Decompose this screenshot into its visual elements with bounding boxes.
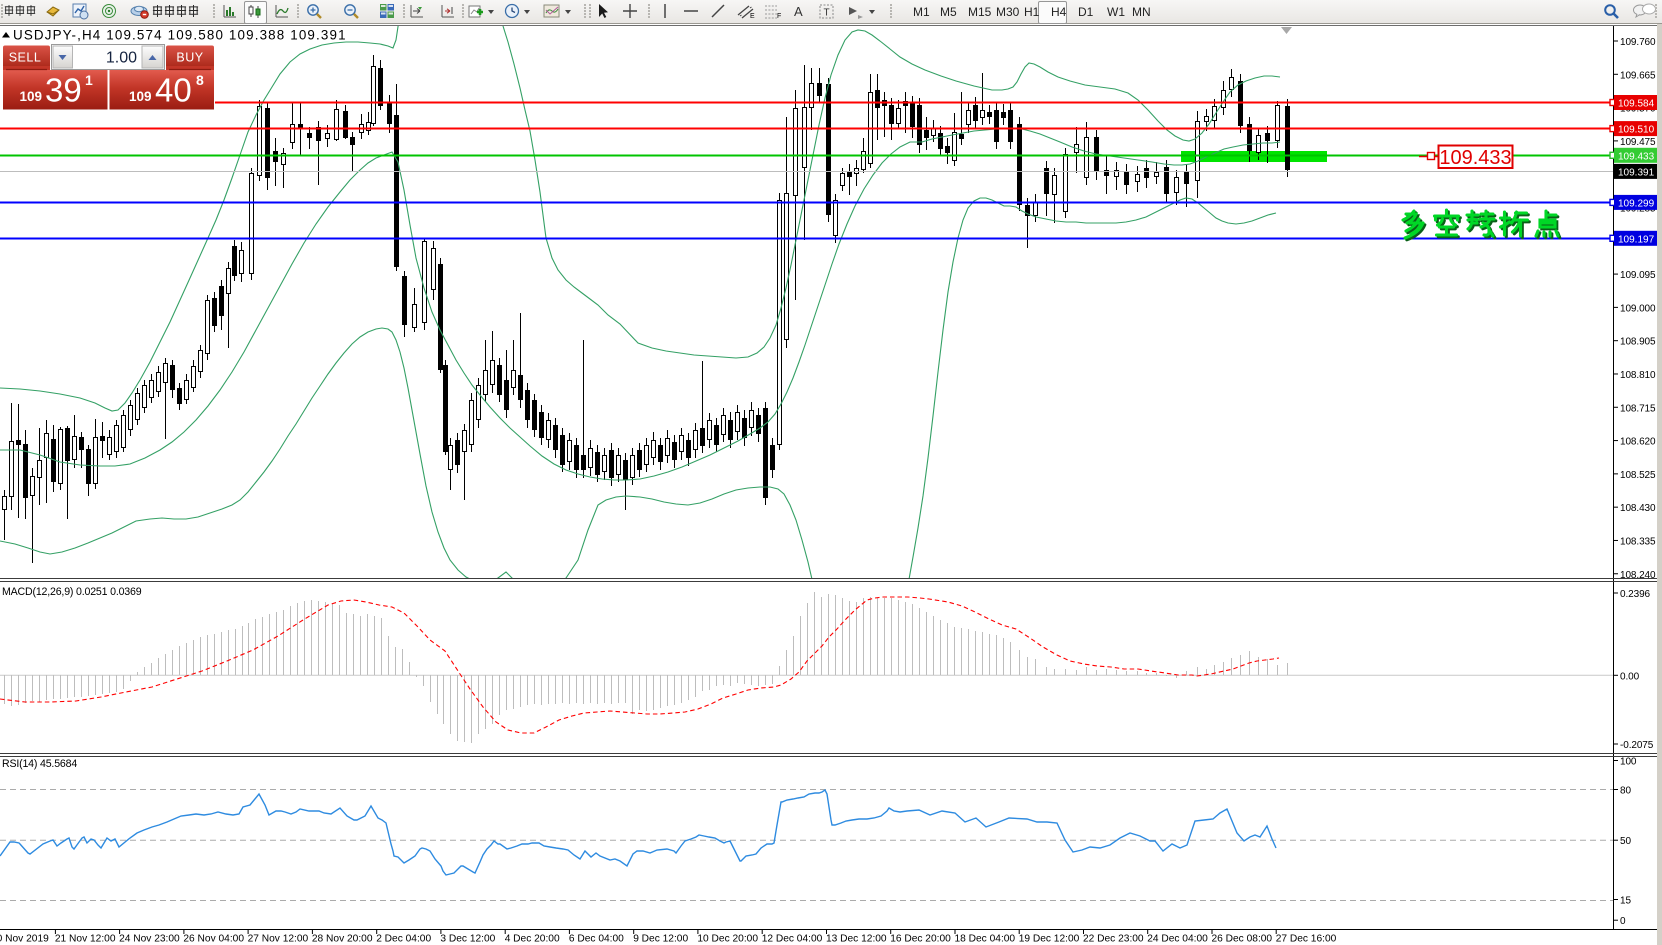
svg-text:27 Dec 16:00: 27 Dec 16:00 [1276,934,1337,945]
svg-text:RSI(14) 45.5684: RSI(14) 45.5684 [2,758,77,770]
svg-text:100: 100 [1620,757,1637,768]
svg-text:109.433: 109.433 [1439,147,1511,169]
svg-text:109.391: 109.391 [1618,167,1655,178]
svg-text:E: E [750,13,755,20]
svg-text:109.475: 109.475 [1620,137,1656,148]
svg-text:108.715: 108.715 [1620,403,1656,414]
svg-text:27 Nov 12:00: 27 Nov 12:00 [248,934,309,945]
svg-text:108.905: 108.905 [1620,337,1656,348]
svg-text:109.760: 109.760 [1620,37,1656,48]
svg-text:21 Nov 12:00: 21 Nov 12:00 [55,934,116,945]
svg-text:16 Dec 20:00: 16 Dec 20:00 [890,934,951,945]
svg-text:109.433: 109.433 [1618,151,1655,162]
svg-text:109: 109 [19,89,42,104]
svg-text:BUY: BUY [176,51,203,65]
svg-text:108.620: 108.620 [1620,437,1656,448]
svg-text:USDJPY-,H4 109.574 109.580 10: USDJPY-,H4 109.574 109.580 109.388 109.3… [13,28,347,43]
svg-text:24 Dec 04:00: 24 Dec 04:00 [1147,934,1208,945]
svg-text:1: 1 [85,72,93,88]
svg-text:108.810: 108.810 [1620,370,1656,381]
svg-text:108.525: 108.525 [1620,470,1656,481]
svg-text:109.665: 109.665 [1620,70,1656,81]
svg-text:T: T [824,8,830,19]
svg-text:50: 50 [1620,836,1631,847]
svg-text:SELL: SELL [9,51,42,65]
svg-text:39: 39 [45,72,82,109]
svg-text:108.335: 108.335 [1620,536,1656,547]
svg-text:28 Nov 20:00: 28 Nov 20:00 [312,934,373,945]
svg-text:4 Dec 20:00: 4 Dec 20:00 [505,934,560,945]
svg-text:109.197: 109.197 [1618,234,1655,245]
svg-text:13 Dec 12:00: 13 Dec 12:00 [826,934,887,945]
svg-text:108.240: 108.240 [1620,570,1656,581]
svg-text:40: 40 [155,72,192,109]
svg-text:26 Dec 08:00: 26 Dec 08:00 [1212,934,1273,945]
svg-text:0.2396: 0.2396 [1620,589,1651,600]
svg-text:0.00: 0.00 [1620,671,1640,682]
svg-text:MACD(12,26,9) 0.0251 0.0369: MACD(12,26,9) 0.0251 0.0369 [2,586,142,598]
svg-text:15: 15 [1620,896,1631,907]
svg-text:109.000: 109.000 [1620,303,1656,314]
svg-text:26 Nov 04:00: 26 Nov 04:00 [183,934,244,945]
svg-text:3 Dec 12:00: 3 Dec 12:00 [440,934,495,945]
svg-text:18 Dec 04:00: 18 Dec 04:00 [955,934,1016,945]
svg-text:F: F [777,13,781,20]
svg-text:19 Dec 12:00: 19 Dec 12:00 [1019,934,1080,945]
svg-text:6 Dec 04:00: 6 Dec 04:00 [569,934,624,945]
svg-text:-0.2075: -0.2075 [1620,740,1654,751]
svg-text:9 Dec 12:00: 9 Dec 12:00 [633,934,688,945]
svg-text:22 Dec 23:00: 22 Dec 23:00 [1083,934,1144,945]
svg-text:108.430: 108.430 [1620,503,1656,514]
svg-text:109.510: 109.510 [1618,125,1655,136]
svg-text:109.584: 109.584 [1618,99,1655,110]
svg-text:12 Dec 04:00: 12 Dec 04:00 [762,934,823,945]
svg-text:8: 8 [196,72,204,88]
svg-text:109.095: 109.095 [1620,270,1656,281]
svg-text:1.00: 1.00 [106,50,137,67]
svg-text:10 Dec 20:00: 10 Dec 20:00 [697,934,758,945]
svg-text:80: 80 [1620,786,1631,797]
svg-text:20 Nov 2019: 20 Nov 2019 [0,934,49,945]
svg-text:109: 109 [129,89,152,104]
svg-text:24 Nov 23:00: 24 Nov 23:00 [119,934,180,945]
svg-text:109.299: 109.299 [1618,198,1655,209]
svg-text:2 Dec 04:00: 2 Dec 04:00 [376,934,431,945]
svg-text:0: 0 [1620,916,1626,927]
